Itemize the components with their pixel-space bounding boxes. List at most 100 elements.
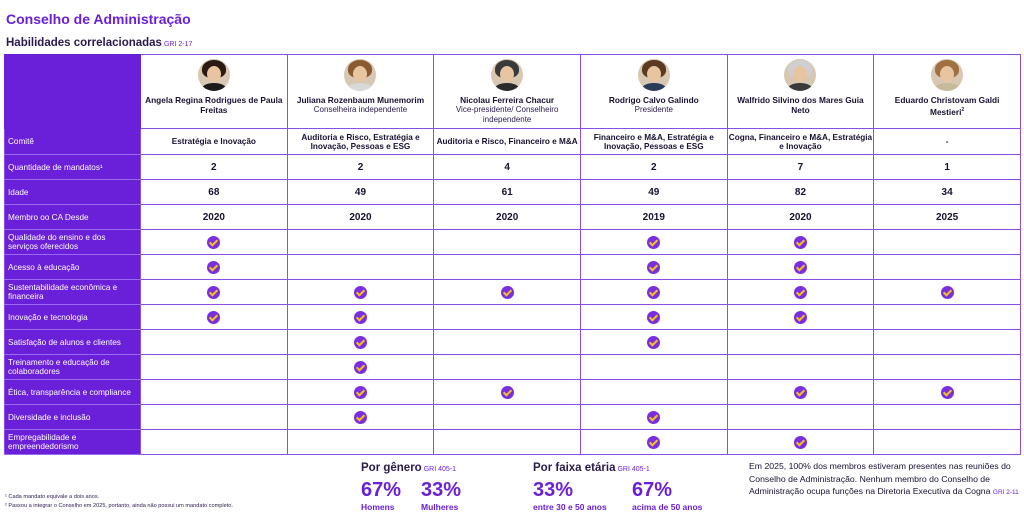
table-row: Comitê Estratégia e Inovação Auditoria e R… <box>4 128 1021 155</box>
member-photo <box>491 59 524 91</box>
note-gri: GRI 2-11 <box>992 489 1019 496</box>
check-icon <box>940 385 954 399</box>
table-cell <box>579 229 728 255</box>
row-label: Inovação e tecnologia <box>4 304 141 330</box>
table-cell <box>140 304 288 330</box>
table-cell <box>433 279 581 305</box>
table-cell <box>286 354 435 380</box>
table-cell <box>433 429 581 455</box>
member-name: Juliana Rozenbaum Munemorim <box>296 95 425 105</box>
table-cell <box>726 429 875 455</box>
table-row: Qualidade do ensino e dos serviços ofere… <box>4 229 1021 255</box>
table-cell: 2020 <box>726 204 875 230</box>
gender-men-value: 67% <box>361 479 402 501</box>
table-cell <box>140 254 288 280</box>
table-cell <box>433 354 581 380</box>
table-cell: Financeiro e M&A, Estratégia e Inovação,… <box>579 128 728 155</box>
age-30-50-label: entre 30 e 50 anos <box>533 502 607 512</box>
row-label: Empregabilidade e empreendedorismo <box>4 429 141 455</box>
table-cell <box>579 379 728 405</box>
table-cell <box>286 329 435 355</box>
age-gri: GRI 405-1 <box>617 466 650 473</box>
table-cell <box>433 229 581 255</box>
table-cell: Auditoria e Risco, Estratégia e Inovação… <box>286 128 435 155</box>
check-icon <box>793 310 807 324</box>
check-icon <box>647 410 661 424</box>
check-icon <box>207 260 221 274</box>
table-cell <box>579 279 728 305</box>
member-header-5: Eduardo Christovam Galdi Mestieri2 <box>873 54 1021 129</box>
table-cell <box>433 254 581 280</box>
check-icon <box>500 385 514 399</box>
table-cell <box>726 329 875 355</box>
table-cell: 34 <box>873 179 1021 205</box>
row-label: Comitê <box>4 128 141 155</box>
table-cell <box>286 279 435 305</box>
member-photo <box>784 59 817 91</box>
member-header-0: Angela Regina Rodrigues de Paula Freitas <box>140 54 288 129</box>
table-cell <box>726 279 875 305</box>
check-icon <box>647 260 661 274</box>
check-icon <box>940 285 954 299</box>
table-cell <box>873 354 1021 380</box>
table-cell <box>140 379 288 405</box>
member-name: Nicolau Ferreira Chacur <box>460 95 555 105</box>
row-label: Ética, transparência e compliance <box>4 379 141 405</box>
age-50plus-value: 67% <box>632 479 673 501</box>
table-cell: 1 <box>873 154 1021 180</box>
skills-table: Angela Regina Rodrigues de Paula Freitas… <box>4 54 1021 455</box>
check-icon <box>353 410 367 424</box>
check-icon <box>793 285 807 299</box>
table-cell <box>579 404 728 430</box>
table-row: Sustentabilidade econômica e financeira <box>4 279 1021 305</box>
check-icon <box>353 310 367 324</box>
table-cell <box>140 329 288 355</box>
table-cell <box>726 354 875 380</box>
table-cell: 2025 <box>873 204 1021 230</box>
member-name: Angela Regina Rodrigues de Paula Freitas <box>145 95 283 115</box>
check-icon <box>207 310 221 324</box>
member-photo <box>637 59 670 91</box>
check-icon <box>647 435 661 449</box>
footnote-1: ¹ Cada mandato equivale a dois anos. <box>5 494 100 500</box>
table-cell <box>873 229 1021 255</box>
table-cell: 82 <box>726 179 875 205</box>
gender-women-label: Mulheres <box>421 502 459 512</box>
age-50plus-label: acima de 50 anos <box>632 502 703 512</box>
member-role: Conselheira independente <box>313 105 408 114</box>
table-cell <box>433 329 581 355</box>
row-label: Diversidade e inclusão <box>4 404 141 430</box>
member-photo <box>931 59 964 91</box>
row-label: Idade <box>4 179 141 205</box>
table-cell <box>579 429 728 455</box>
note-text: Em 2025, 100% dos membros estiveram pres… <box>749 461 1011 496</box>
table-cell: 2019 <box>579 204 728 230</box>
table-cell <box>873 304 1021 330</box>
gender-title-text: Por gênero <box>361 462 422 474</box>
row-label: Sustentabilidade econômica e financeira <box>4 279 141 305</box>
gender-women-value: 33% <box>421 479 462 501</box>
row-label: Satisfação de alunos e clientes <box>4 329 141 355</box>
table-row: Ética, transparência e compliance <box>4 379 1021 405</box>
gender-stats-title: Por gênero GRI 405-1 <box>361 462 456 474</box>
table-cell: 2020 <box>433 204 581 230</box>
row-label: Treinamento e educação de colaboradores <box>4 354 141 380</box>
table-cell: 2020 <box>286 204 435 230</box>
attendance-note: Em 2025, 100% dos membros estiveram pres… <box>749 460 1021 500</box>
member-header-2: Nicolau Ferreira Chacur Vice-presidente/ … <box>433 54 581 129</box>
table-cell: 2 <box>140 154 288 180</box>
check-icon <box>793 385 807 399</box>
check-icon <box>353 285 367 299</box>
member-name: Walfrido Silvino dos Mares Guia Neto <box>737 95 864 115</box>
table-cell: 68 <box>140 179 288 205</box>
table-cell: - <box>873 128 1021 155</box>
table-row: Idade 68 49 61 49 82 34 <box>4 179 1021 205</box>
table-cell: Auditoria e Risco, Financeiro e M&A <box>433 128 581 155</box>
subtitle-gri: GRI 2-17 <box>163 41 193 48</box>
member-role: Presidente <box>634 105 673 114</box>
age-30-50-value: 33% <box>533 479 574 501</box>
check-icon <box>500 285 514 299</box>
table-cell: Estratégia e Inovação <box>140 128 288 155</box>
table-cell <box>579 329 728 355</box>
table-row: Inovação e tecnologia <box>4 304 1021 330</box>
